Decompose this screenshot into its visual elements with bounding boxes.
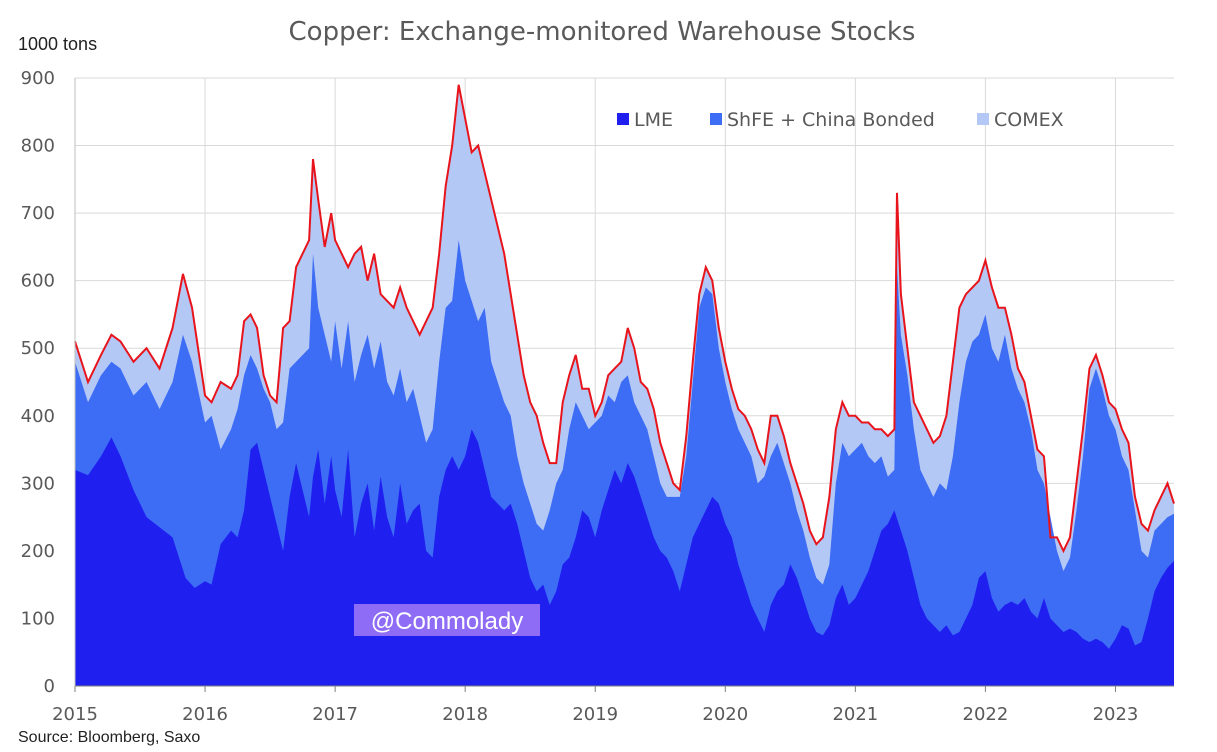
- y-tick-label: 900: [21, 68, 55, 89]
- y-tick-label: 600: [21, 271, 55, 292]
- y-tick-label: 300: [21, 473, 55, 494]
- chart-title: Copper: Exchange-monitored Warehouse Sto…: [289, 17, 916, 47]
- stacked-areas: [75, 84, 1174, 686]
- legend-label: LME: [634, 109, 673, 131]
- x-tick-label: 2018: [442, 704, 488, 725]
- watermark-text: @Commolady: [371, 608, 523, 635]
- x-tick-label: 2015: [52, 704, 98, 725]
- legend-swatch: [977, 113, 989, 125]
- x-tick-label: 2016: [182, 704, 228, 725]
- y-tick-label: 400: [21, 406, 55, 427]
- x-tick-label: 2019: [572, 704, 618, 725]
- source-note: Source: Bloomberg, Saxo: [18, 729, 200, 746]
- y-axis-label: 1000 tons: [18, 34, 97, 54]
- total-line: [74, 84, 1175, 554]
- y-tick-label: 800: [21, 136, 55, 157]
- y-tick-label: 100: [21, 608, 55, 629]
- legend-label: ShFE + China Bonded: [727, 109, 935, 131]
- y-tick-label: 200: [21, 541, 55, 562]
- area-lme: [75, 429, 1174, 686]
- axes: 0 100 200 300 400 500 600 700 800 900 2015 2016 2017…: [21, 68, 1174, 725]
- y-tick-label: 700: [21, 203, 55, 224]
- x-tick-label: 2022: [963, 704, 1009, 725]
- legend: LME ShFE + China Bonded COMEX: [617, 109, 1064, 131]
- y-tick-label: 0: [44, 676, 55, 697]
- y-tick-label: 500: [21, 338, 55, 359]
- x-tick-label: 2021: [832, 704, 878, 725]
- legend-swatch: [617, 113, 629, 125]
- legend-swatch: [710, 113, 722, 125]
- watermark: @Commolady: [354, 604, 540, 636]
- legend-label: COMEX: [994, 109, 1064, 131]
- x-tick-label: 2017: [312, 704, 358, 725]
- x-tick-label: 2020: [702, 704, 748, 725]
- x-tick-label: 2023: [1093, 704, 1139, 725]
